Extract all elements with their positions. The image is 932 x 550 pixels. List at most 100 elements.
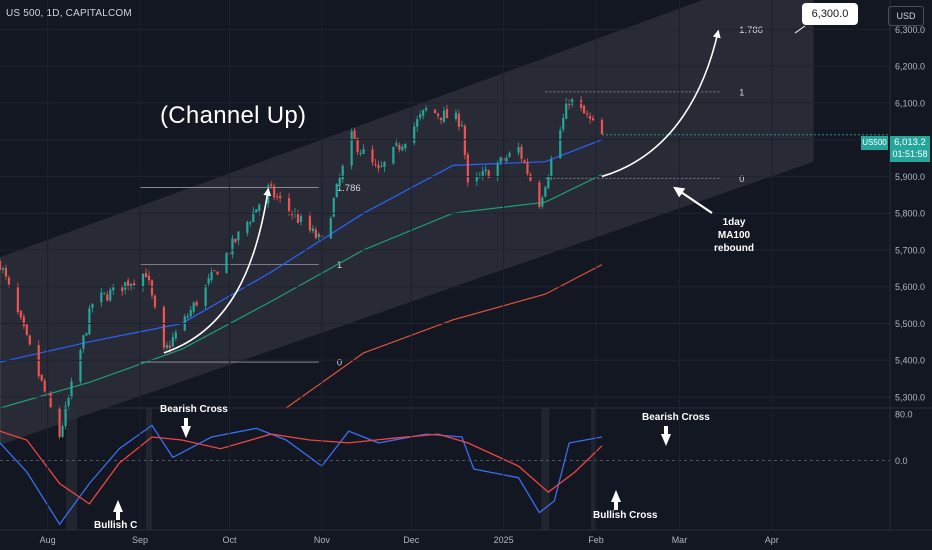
price-tick-label: 6,200.0 — [895, 62, 925, 72]
candle-body — [341, 165, 344, 180]
bullish-cross-label-left: Bullish C — [94, 520, 138, 531]
price-tick-label: 5,300.0 — [895, 392, 925, 402]
candle-body — [580, 100, 583, 108]
cross-band — [541, 408, 550, 530]
candle-body — [153, 295, 157, 308]
candle-body — [419, 114, 422, 118]
candle-body — [270, 184, 273, 186]
candle-body — [213, 270, 216, 272]
bullish-cross-arrow-right-head — [611, 490, 621, 502]
candle-body — [16, 285, 19, 312]
candle-body — [600, 119, 604, 135]
cross-band — [66, 408, 78, 530]
channel-label: (Channel Up) — [160, 102, 307, 129]
candle-body — [144, 273, 148, 278]
price-tick-label: 5,600.0 — [895, 282, 925, 292]
candle-body — [141, 273, 145, 287]
price-tick-label: 5,400.0 — [895, 356, 925, 366]
osc-line-0 — [0, 424, 603, 526]
price-tick-label: 5,900.0 — [895, 172, 925, 182]
candle-body — [25, 324, 28, 335]
candle-body — [392, 146, 395, 164]
oscillator-panel: 0.0 80.0 — [0, 407, 932, 526]
candle-body — [58, 408, 61, 437]
candle-body — [19, 310, 22, 318]
candle-body — [383, 161, 386, 167]
last-price-badge: 6,013.2 01:51:58 — [890, 136, 930, 162]
bearish-cross-label-left: Bearish Cross — [160, 404, 228, 415]
candle-body — [362, 148, 365, 154]
candle-body — [463, 125, 466, 155]
fib-label: 1 — [739, 87, 744, 98]
time-tick-label: Sep — [132, 535, 148, 545]
price-tick-label: 5,800.0 — [895, 209, 925, 219]
candle-body — [171, 336, 174, 347]
ticker-badge: US500 — [861, 136, 888, 150]
time-tick-label: Mar — [672, 535, 688, 545]
candle-body — [237, 231, 240, 241]
candle-body — [4, 268, 8, 277]
candle-body — [246, 221, 249, 234]
cross-markers — [66, 408, 596, 530]
candle-body — [124, 282, 127, 290]
candle-body — [517, 147, 520, 153]
fib-label: 1.786 — [337, 183, 361, 194]
candle-body — [582, 105, 586, 114]
candle-body — [588, 116, 592, 119]
candle-body — [481, 171, 484, 177]
candle-body — [273, 186, 276, 198]
candle-body — [526, 162, 529, 175]
candle-body — [374, 163, 377, 165]
candle-body — [189, 309, 192, 317]
candle-body — [88, 308, 91, 335]
bullish-cross-arrow-left-head — [113, 500, 123, 512]
candle-body — [249, 221, 252, 224]
candle-body — [49, 393, 52, 408]
candle-body — [165, 344, 168, 349]
candle-body — [174, 332, 177, 339]
candle-body — [529, 174, 532, 181]
osc-line-1 — [0, 430, 603, 505]
candle-body — [499, 157, 502, 163]
time-tick-label: Dec — [403, 535, 420, 545]
candle-body — [234, 238, 237, 243]
channel-band — [0, 0, 814, 445]
candle-body — [290, 212, 294, 215]
ma-line-ma50 — [0, 139, 603, 363]
candle-body — [70, 381, 73, 398]
candle-body — [329, 218, 332, 239]
candle-body — [496, 163, 499, 177]
candle-body — [1, 268, 5, 270]
candle-body — [585, 113, 589, 115]
price-tick-label: 5,700.0 — [895, 245, 925, 255]
candle-body — [359, 152, 362, 154]
candle-body — [591, 118, 595, 121]
candle-body — [82, 335, 85, 349]
time-tick-label: Aug — [40, 535, 56, 545]
candle-body — [541, 197, 544, 207]
candle-body — [353, 130, 356, 139]
candle-body — [404, 143, 407, 149]
candle-body — [559, 130, 562, 159]
candle-body — [162, 306, 165, 348]
candle-body — [150, 280, 154, 296]
candle-body — [568, 103, 571, 105]
fib-label: 1 — [337, 260, 342, 271]
candle-body — [192, 302, 195, 312]
candle-body — [445, 109, 449, 119]
candle-body — [121, 285, 124, 292]
candle-body — [79, 350, 82, 382]
currency-button[interactable]: USD — [888, 6, 924, 26]
candle-body — [258, 204, 261, 211]
time-tick-label: 2025 — [494, 535, 514, 545]
candle-body — [7, 277, 11, 285]
candle-body — [544, 187, 547, 197]
target-connector — [794, 25, 806, 34]
candle-body — [460, 124, 463, 126]
candle-body — [377, 164, 380, 169]
candle-body — [106, 294, 109, 301]
channel — [0, 0, 814, 445]
projection-curve-right — [601, 29, 721, 178]
